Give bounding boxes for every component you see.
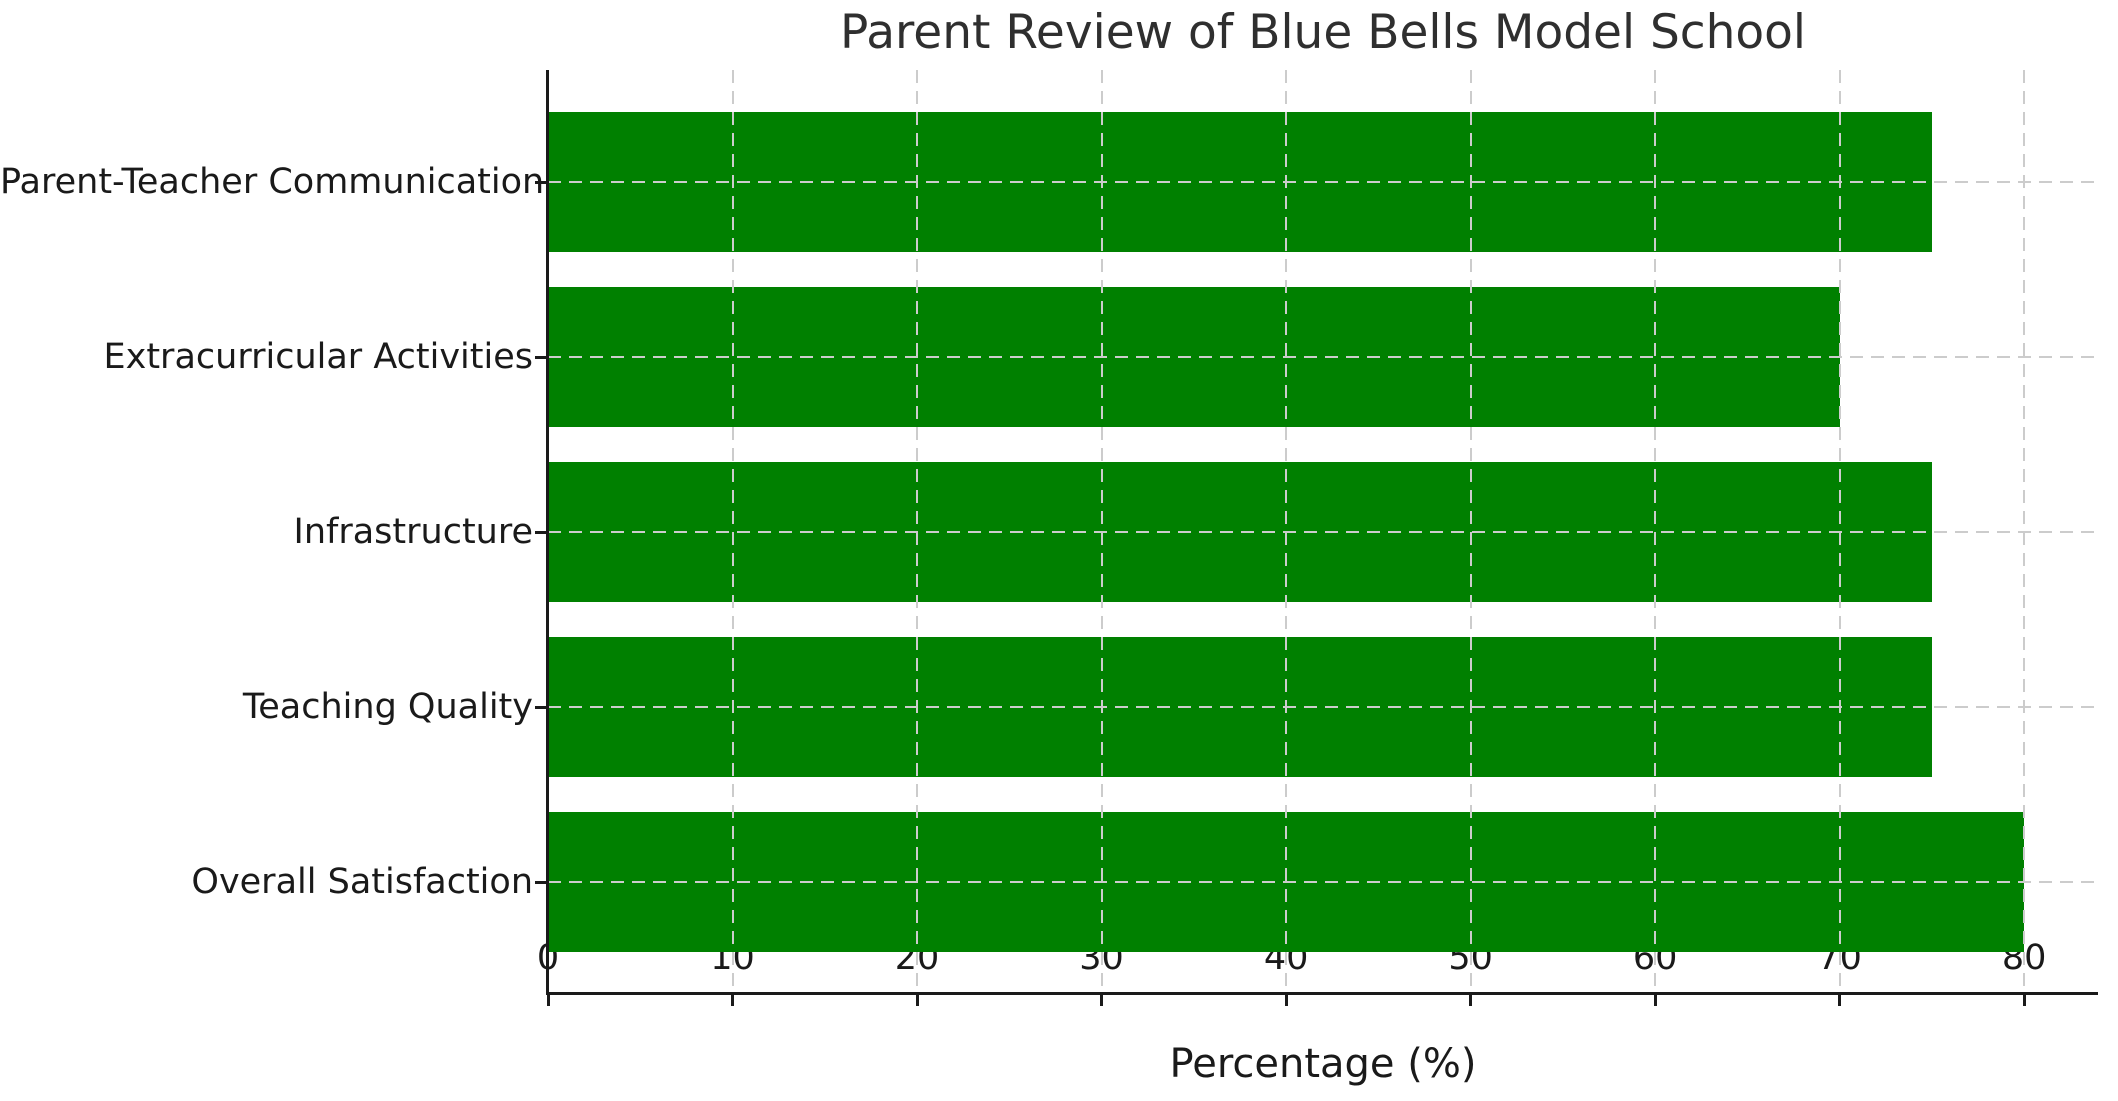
x-tick-mark-60: [1653, 995, 1657, 1006]
x-tick-mark-20: [915, 995, 919, 1006]
y-gridline-extracurricular-activities: [548, 356, 2098, 358]
y-tick-mark-extracurricular-activities: [535, 355, 546, 359]
x-tick-mark-70: [1838, 995, 1842, 1006]
category-label-teaching-quality: Teaching Quality: [242, 687, 533, 727]
x-axis-spine: [546, 992, 2098, 995]
x-tick-mark-10: [731, 995, 735, 1006]
y-axis-spine: [546, 70, 549, 993]
category-label-extracurricular-activities: Extracurricular Activities: [103, 337, 534, 377]
x-tick-mark-50: [1469, 995, 1473, 1006]
y-tick-mark-teaching-quality: [535, 705, 546, 709]
category-label-parent-teacher-communication: Parent-Teacher Communication: [0, 162, 545, 202]
x-tick-mark-30: [1100, 995, 1104, 1006]
x-tick-mark-40: [1284, 995, 1288, 1006]
y-gridline-parent-teacher-communication: [548, 181, 2098, 183]
chart-title: Parent Review of Blue Bells Model School: [839, 5, 1806, 60]
y-gridline-infrastructure: [548, 531, 2098, 533]
y-tick-mark-overall-satisfaction: [535, 880, 546, 884]
category-label-infrastructure: Infrastructure: [293, 512, 534, 552]
x-axis-label: Percentage (%): [1169, 1041, 1477, 1087]
y-tick-mark-parent-teacher-communication: [535, 180, 546, 184]
y-tick-mark-infrastructure: [535, 530, 546, 534]
y-gridline-teaching-quality: [548, 706, 2098, 708]
y-gridline-overall-satisfaction: [548, 881, 2098, 883]
x-tick-mark-0: [546, 995, 550, 1006]
plot-area: [535, 70, 2098, 1006]
x-tick-mark-80: [2022, 995, 2026, 1006]
category-label-overall-satisfaction: Overall Satisfaction: [191, 862, 533, 902]
